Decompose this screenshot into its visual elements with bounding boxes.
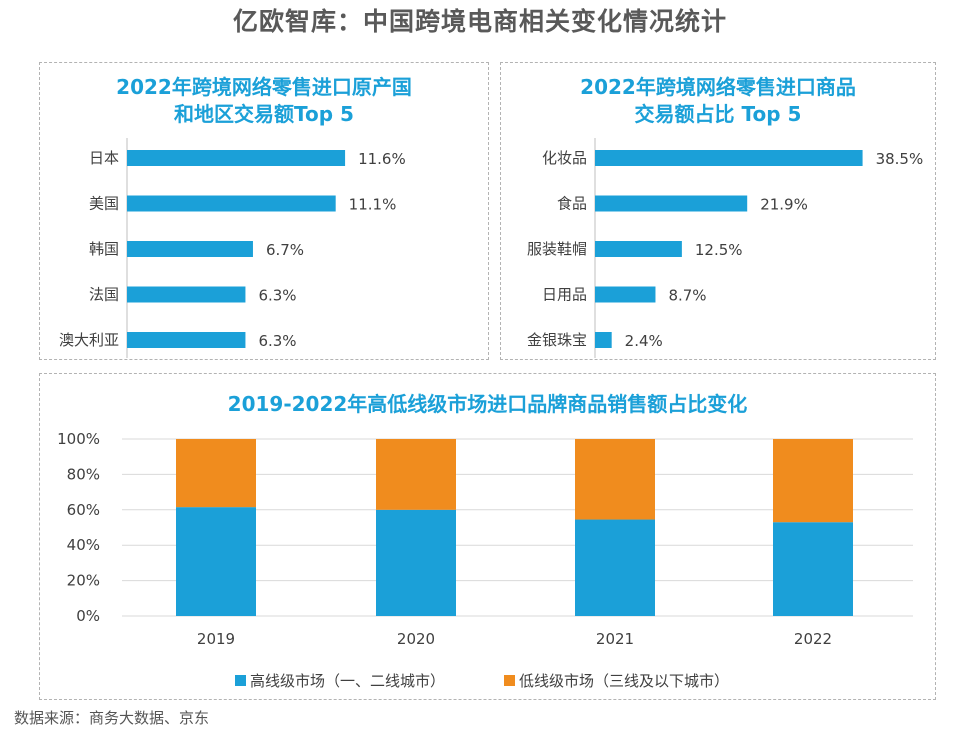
goods-category-label: 金银珠宝 xyxy=(527,331,587,349)
market-bar-low-tier xyxy=(376,439,456,510)
origin-chart-title: 2022年跨境网络零售进口原产国 和地区交易额Top 5 xyxy=(40,74,488,128)
goods-bar xyxy=(595,332,612,348)
goods-chart-title: 2022年跨境网络零售进口商品 交易额占比 Top 5 xyxy=(501,74,935,128)
market-bar-low-tier xyxy=(176,439,256,508)
market-ytick-label: 60% xyxy=(67,501,100,519)
goods-category-label: 日用品 xyxy=(542,286,587,304)
market-xtick-label: 2019 xyxy=(197,630,235,648)
origin-bar xyxy=(127,150,346,166)
page-title: 亿欧智库：中国跨境电商相关变化情况统计 xyxy=(232,7,727,36)
goods-category-label: 化妆品 xyxy=(542,149,587,167)
market-xtick-label: 2022 xyxy=(794,630,832,648)
origin-category-label: 韩国 xyxy=(89,240,119,258)
goods-category-label: 食品 xyxy=(557,195,587,213)
market-xtick-label: 2020 xyxy=(397,630,435,648)
market-share-panel: 2019-2022年高低线级市场进口品牌商品销售额占比变化 0% 20% 40% 60… xyxy=(39,373,936,700)
goods-value-label: 12.5% xyxy=(695,241,743,259)
goods-bar xyxy=(595,241,682,257)
market-bar-high-tier xyxy=(176,507,256,616)
goods-chart-title-line1: 2022年跨境网络零售进口商品 xyxy=(580,75,856,99)
legend-low-tier-label: 低线级市场（三线及以下城市） xyxy=(519,672,729,690)
goods-bar xyxy=(595,195,748,212)
origin-countries-chart: 日本 11.6% 美国 11.1% 韩国 6.7% 法国 6.3% 澳大利亚 6.3% xyxy=(59,138,406,358)
goods-value-label: 38.5% xyxy=(876,150,924,168)
origin-category-label: 法国 xyxy=(89,286,119,304)
goods-value-label: 2.4% xyxy=(625,332,663,350)
market-ytick-label: 0% xyxy=(76,607,100,625)
origin-value-label: 6.3% xyxy=(258,332,296,350)
market-ytick-label: 40% xyxy=(67,536,100,554)
market-bar-high-tier xyxy=(376,509,456,616)
goods-bar xyxy=(595,150,863,166)
market-ytick-label: 80% xyxy=(67,465,100,483)
origin-category-label: 日本 xyxy=(89,149,119,167)
legend-high-tier-swatch xyxy=(235,675,246,686)
origin-bar xyxy=(127,195,336,212)
market-bar-high-tier xyxy=(575,519,655,616)
legend-high-tier-label: 高线级市场（一、二线城市） xyxy=(250,672,445,690)
market-bar-high-tier xyxy=(773,522,853,616)
origin-value-label: 11.6% xyxy=(358,150,406,168)
goods-share-panel: 2022年跨境网络零售进口商品 交易额占比 Top 5 化妆品 38.5% 食品 21… xyxy=(500,62,936,360)
origin-chart-title-line2: 和地区交易额Top 5 xyxy=(174,102,354,126)
market-xtick-label: 2021 xyxy=(596,630,634,648)
origin-category-label: 美国 xyxy=(89,195,119,213)
market-ytick-label: 100% xyxy=(57,430,100,448)
goods-value-label: 21.9% xyxy=(760,196,808,214)
source-note: 数据来源：商务大数据、京东 xyxy=(14,709,210,727)
origin-bar xyxy=(127,286,246,303)
origin-category-label: 澳大利亚 xyxy=(59,331,119,349)
market-share-chart: 0% 20% 40% 60% 80% 100% 2019 2020 2021 2022 高线级市场（… xyxy=(57,430,913,690)
origin-value-label: 6.3% xyxy=(258,287,296,305)
market-chart-title: 2019-2022年高低线级市场进口品牌商品销售额占比变化 xyxy=(227,392,748,416)
goods-bar xyxy=(595,286,656,303)
market-ytick-label: 20% xyxy=(67,572,100,590)
market-bar-low-tier xyxy=(773,439,853,523)
origin-countries-panel: 2022年跨境网络零售进口原产国 和地区交易额Top 5 日本 11.6% 美国 11… xyxy=(39,62,489,360)
origin-bar xyxy=(127,332,246,348)
goods-category-label: 服装鞋帽 xyxy=(527,240,587,258)
origin-chart-title-line1: 2022年跨境网络零售进口原产国 xyxy=(116,75,412,99)
goods-chart-title-line2: 交易额占比 Top 5 xyxy=(634,102,802,126)
legend-low-tier-swatch xyxy=(504,675,515,686)
goods-value-label: 8.7% xyxy=(668,287,706,305)
origin-value-label: 11.1% xyxy=(349,196,397,214)
origin-bar xyxy=(127,241,253,257)
market-bar-low-tier xyxy=(575,439,655,520)
goods-share-chart: 化妆品 38.5% 食品 21.9% 服装鞋帽 12.5% 日用品 8.7% 金银珠宝 2.4% xyxy=(527,138,924,358)
origin-value-label: 6.7% xyxy=(266,241,304,259)
